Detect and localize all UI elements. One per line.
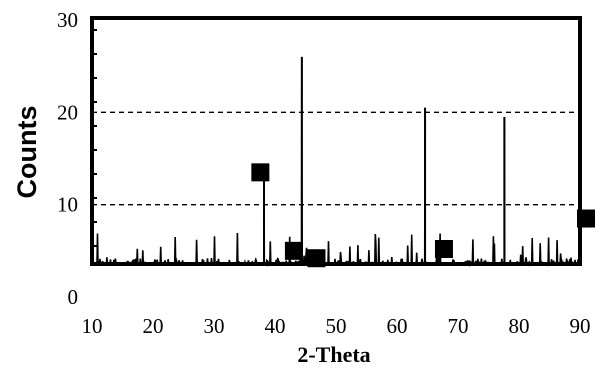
- x-tick-label: 30: [204, 314, 225, 338]
- x-tick-label: 60: [387, 314, 408, 338]
- reference-lines: [92, 111, 580, 206]
- x-tick-label: 80: [509, 314, 530, 338]
- y-tick-labels: 0 10 20 30: [57, 8, 78, 309]
- x-axis-title: 2-Theta: [297, 342, 370, 367]
- x-tick-label: 40: [265, 314, 286, 338]
- counts-line: [92, 56, 580, 268]
- y-tick-label: 30: [57, 8, 78, 32]
- marker-4: [434, 239, 453, 258]
- y-tick-label: 10: [57, 193, 78, 217]
- y-axis-title: Counts: [12, 106, 42, 199]
- x-tick-labels: 10 20 30 40 50 60 70 80 90: [82, 314, 591, 338]
- x-tick-label: 10: [82, 314, 103, 338]
- axes: [90, 16, 582, 266]
- y-tick-label: 0: [68, 285, 79, 309]
- x-tick-label: 50: [326, 314, 347, 338]
- series-counts: [92, 56, 580, 268]
- x-tick-label: 70: [448, 314, 469, 338]
- y-tick-label: 20: [57, 100, 78, 124]
- marker-2: [284, 241, 303, 260]
- peak-markers: [251, 163, 595, 268]
- x-tick-label: 20: [143, 314, 164, 338]
- marker-1: [251, 163, 270, 182]
- x-tick-label: 90: [570, 314, 591, 338]
